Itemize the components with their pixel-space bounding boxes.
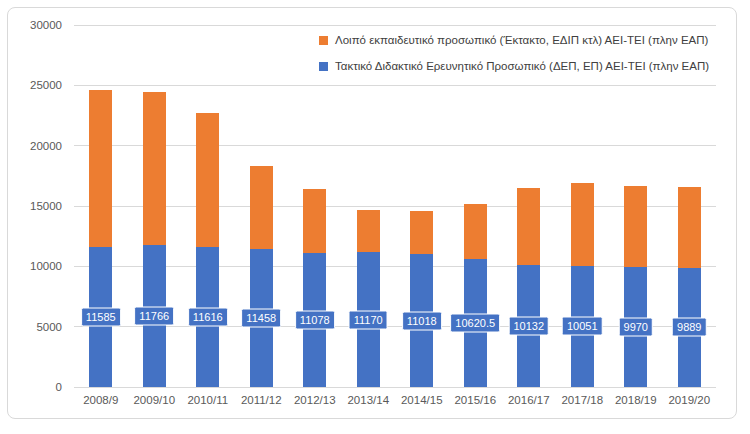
- bar-value-label: 11585: [81, 308, 121, 327]
- legend-swatch-orange: [319, 36, 328, 45]
- plot-area: 0500010000150002000025000300001158511766…: [74, 25, 716, 387]
- bar-segment-other-staff: [357, 210, 380, 252]
- x-axis-tick-label: 2012/13: [294, 394, 336, 406]
- gridline: [74, 206, 716, 207]
- y-axis-tick-label: 20000: [30, 138, 62, 154]
- bar-segment-other-staff: [464, 204, 487, 259]
- x-axis-tick-label: 2017/18: [561, 394, 603, 406]
- bar-segment-other-staff: [410, 211, 433, 254]
- y-axis-tick-label: 30000: [30, 17, 62, 33]
- x-axis-tick-label: 2010/11: [187, 394, 228, 406]
- legend-swatch-blue: [319, 62, 328, 71]
- legend-label-other-staff: Λοιπό εκπαιδευτικό προσωπικό (Έκτακτο, Ε…: [335, 34, 708, 46]
- bar-segment-other-staff: [624, 186, 647, 267]
- bar-segment-other-staff: [196, 113, 219, 247]
- y-axis-tick-label: 15000: [30, 198, 62, 214]
- x-axis-tick-label: 2014/15: [401, 394, 443, 406]
- bar-value-label: 10132: [508, 316, 549, 335]
- bar-value-label: 11766: [134, 307, 174, 326]
- bar-value-label: 9970: [619, 317, 653, 336]
- bar-segment-other-staff: [250, 166, 273, 249]
- bar-segment-other-staff: [89, 90, 112, 247]
- bar-value-label: 9889: [672, 318, 706, 337]
- x-axis-tick-label: 2013/14: [347, 394, 389, 406]
- bar-segment-other-staff: [303, 189, 326, 254]
- chart-legend: Λοιπό εκπαιδευτικό προσωπικό (Έκτακτο, Ε…: [319, 34, 709, 72]
- chart-card: 0 5000 10000 15000 20000 25000 30000 11585 11766…: [7, 7, 737, 419]
- bar-value-label: 10051: [562, 317, 603, 336]
- legend-label-regular-staff: Τακτικό Διδακτικό Ερευνητικό Προσωπικό (…: [335, 60, 709, 72]
- y-axis-tick-label: 10000: [30, 258, 62, 274]
- bar-segment-other-staff: [517, 188, 540, 265]
- gridline: [74, 25, 716, 26]
- bar-segment-other-staff: [571, 183, 594, 266]
- bar-segment-other-staff: [143, 92, 166, 245]
- x-axis-tick-label: 2008/9: [83, 394, 118, 406]
- x-axis-tick-label: 2016/17: [508, 394, 550, 406]
- x-axis-labels: 2008/9 2009/10 2010/11 2011/12 2012/13 2013/1…: [74, 394, 716, 410]
- bar-value-label: 11018: [402, 311, 442, 330]
- y-axis-tick-label: 25000: [30, 77, 62, 93]
- x-axis-tick-label: 2019/20: [668, 394, 710, 406]
- gridline: [74, 145, 716, 146]
- gridline: [74, 266, 716, 267]
- x-axis-tick-label: 2011/12: [241, 394, 282, 406]
- y-axis-tick-label: 5000: [36, 319, 62, 335]
- bar-value-label: 11170: [349, 310, 388, 329]
- x-axis-tick-label: 2015/16: [454, 394, 496, 406]
- legend-item-regular-staff: Τακτικό Διδακτικό Ερευνητικό Προσωπικό (…: [319, 60, 709, 72]
- gridline: [74, 85, 716, 86]
- x-axis-tick-label: 2018/19: [615, 394, 657, 406]
- bar-value-label: 11458: [241, 308, 281, 327]
- y-axis-tick-label: 0: [56, 379, 62, 395]
- bar-value-label: 11616: [188, 307, 228, 326]
- bar-segment-other-staff: [678, 187, 701, 267]
- x-axis-tick-label: 2009/10: [133, 394, 175, 406]
- gridline: [74, 387, 716, 388]
- bar-value-label: 11078: [295, 311, 335, 330]
- bar-value-label: 10620.5: [450, 313, 500, 332]
- legend-item-other-staff: Λοιπό εκπαιδευτικό προσωπικό (Έκτακτο, Ε…: [319, 34, 709, 46]
